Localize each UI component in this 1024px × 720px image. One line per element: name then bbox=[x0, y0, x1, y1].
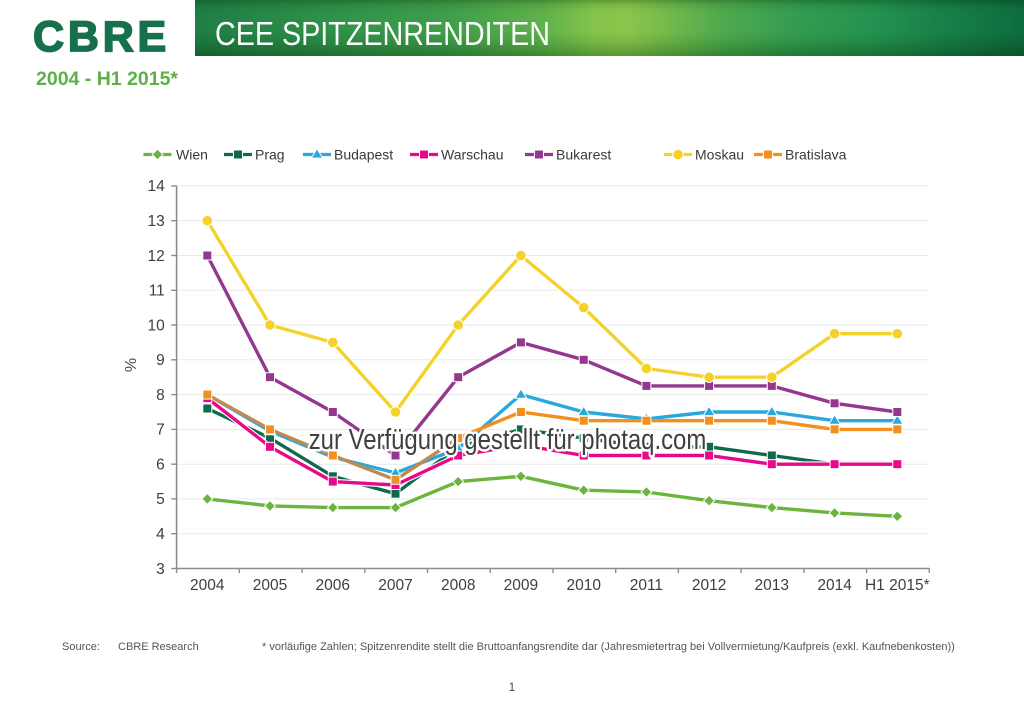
svg-text:9: 9 bbox=[156, 352, 165, 369]
svg-text:2014: 2014 bbox=[817, 577, 852, 594]
svg-text:12: 12 bbox=[148, 248, 165, 265]
svg-text:2009: 2009 bbox=[504, 577, 538, 594]
svg-text:7: 7 bbox=[156, 422, 165, 439]
svg-text:2011: 2011 bbox=[630, 577, 663, 594]
svg-text:5: 5 bbox=[156, 491, 165, 508]
svg-text:6: 6 bbox=[156, 457, 165, 474]
svg-text:zur Verfügung gestellt für pho: zur Verfügung gestellt für photaq.com bbox=[309, 423, 707, 455]
svg-text:2013: 2013 bbox=[755, 577, 789, 594]
svg-text:Prag: Prag bbox=[255, 147, 285, 163]
svg-text:Warschau: Warschau bbox=[441, 147, 504, 163]
svg-text:3: 3 bbox=[156, 561, 165, 578]
svg-text:2005: 2005 bbox=[253, 577, 287, 594]
svg-text:Wien: Wien bbox=[176, 147, 208, 163]
svg-text:11: 11 bbox=[149, 283, 165, 300]
svg-text:10: 10 bbox=[148, 317, 166, 334]
svg-text:%: % bbox=[123, 358, 140, 372]
svg-text:Budapest: Budapest bbox=[334, 147, 393, 163]
svg-text:Bukarest: Bukarest bbox=[556, 147, 611, 163]
svg-text:2004: 2004 bbox=[190, 577, 225, 594]
svg-text:4: 4 bbox=[156, 526, 165, 543]
svg-text:2006: 2006 bbox=[316, 577, 350, 594]
svg-text:14: 14 bbox=[148, 178, 166, 195]
svg-text:2010: 2010 bbox=[566, 577, 601, 594]
svg-text:H1 2015*: H1 2015* bbox=[865, 577, 930, 594]
svg-text:2007: 2007 bbox=[378, 577, 412, 594]
svg-text:13: 13 bbox=[148, 213, 165, 230]
svg-text:Moskau: Moskau bbox=[695, 147, 744, 163]
svg-text:8: 8 bbox=[156, 387, 165, 404]
svg-text:2012: 2012 bbox=[692, 577, 726, 594]
svg-text:2008: 2008 bbox=[441, 577, 475, 594]
svg-text:Bratislava: Bratislava bbox=[785, 147, 847, 163]
